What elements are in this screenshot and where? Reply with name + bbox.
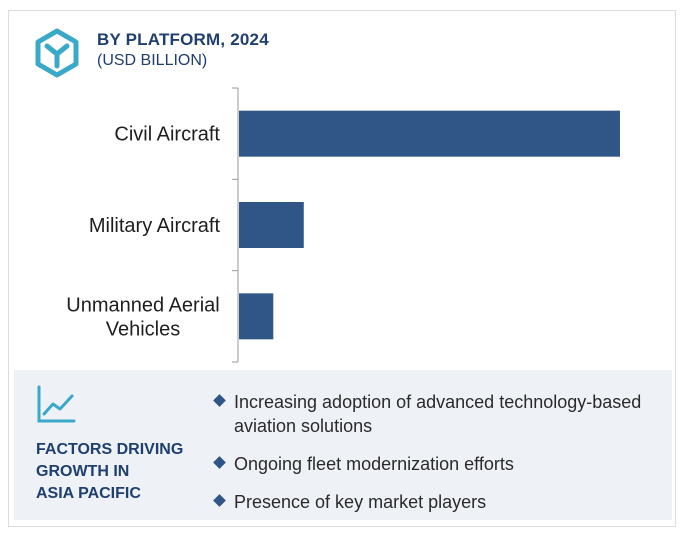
factors-panel	[14, 370, 672, 520]
bar-unmanned-aerial-vehicles	[239, 293, 274, 340]
bar-chart: Civil Aircraft Military Aircraft Unmanned …	[66, 87, 620, 363]
hexagon-logo-icon	[35, 28, 79, 78]
bar-civil-aircraft	[239, 110, 620, 157]
factors-heading: FACTORS DRIVING GROWTH IN ASIA PACIFIC	[36, 441, 184, 502]
category-label: Unmanned Aerial Vehicles	[66, 294, 219, 340]
trend-line-icon	[37, 385, 76, 423]
chart-title: BY PLATFORM, 2024	[97, 30, 269, 49]
diamond-bullet-icon	[213, 494, 226, 507]
diamond-bullet-icon	[213, 394, 226, 407]
factor-text: Presence of key market players	[234, 492, 487, 512]
diamond-bullet-icon	[213, 456, 226, 469]
factor-text: Increasing adoption of advanced technolo…	[234, 392, 642, 436]
factors-list: Increasing adoption of advanced technolo…	[213, 390, 653, 528]
factor-item: Increasing adoption of advanced technolo…	[213, 390, 653, 438]
factor-text: Ongoing fleet modernization efforts	[234, 454, 514, 474]
factor-item: Presence of key market players	[213, 490, 653, 514]
chart-subtitle: (USD BILLION)	[97, 52, 208, 69]
category-label: Civil Aircraft	[114, 124, 220, 146]
factor-item: Ongoing fleet modernization efforts	[213, 452, 653, 476]
category-label: Military Aircraft	[89, 215, 221, 237]
bar-military-aircraft	[239, 202, 304, 248]
